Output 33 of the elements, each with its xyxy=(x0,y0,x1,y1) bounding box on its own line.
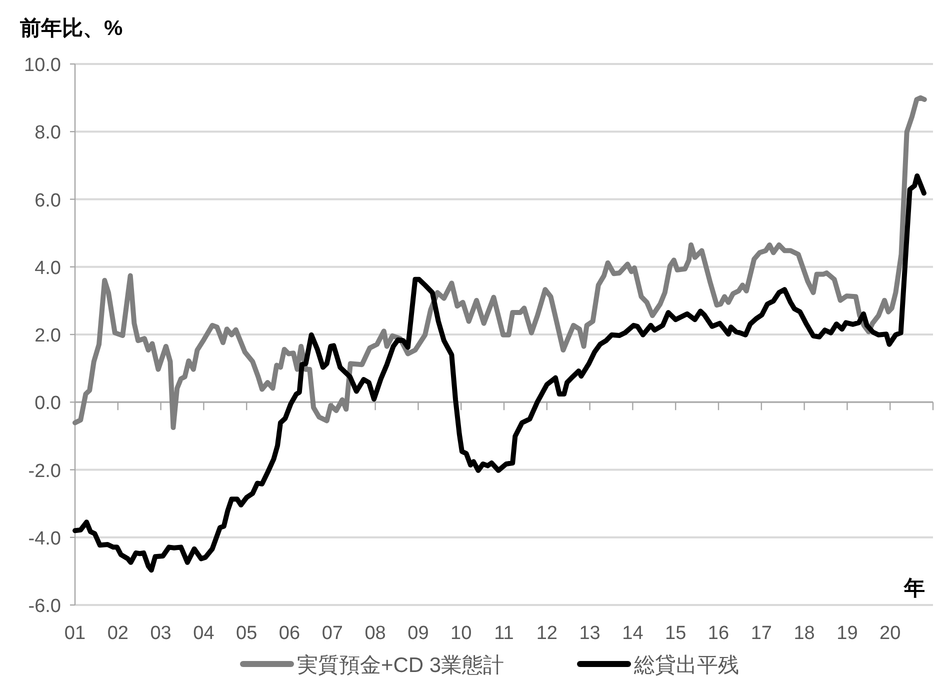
x-tick-label: 13 xyxy=(579,623,600,644)
x-tick-label: 14 xyxy=(622,623,644,644)
y-tick-label: 2.0 xyxy=(34,326,61,346)
x-tick-label: 01 xyxy=(64,623,86,644)
y-tick-label: -2.0 xyxy=(28,460,61,482)
x-tick-label: 05 xyxy=(236,623,258,644)
y-tick-label: -6.0 xyxy=(28,596,61,617)
x-tick-label: 11 xyxy=(494,623,514,644)
x-tick-label: 20 xyxy=(880,623,901,644)
x-axis-title: 年 xyxy=(903,577,925,600)
x-tick-label: 10 xyxy=(450,623,472,644)
y-tick-label: 6.0 xyxy=(34,190,61,212)
y-tick-label: -4.0 xyxy=(28,528,61,550)
x-tick-label: 06 xyxy=(278,623,300,644)
y-tick-label: 4.0 xyxy=(34,258,61,279)
x-tick-label: 19 xyxy=(836,623,858,644)
x-tick-label: 18 xyxy=(794,623,815,644)
x-tick-label: 03 xyxy=(150,623,172,644)
x-tick-label: 08 xyxy=(364,623,386,644)
y-axis-title: 前年比、% xyxy=(19,17,123,40)
x-tick-label: 09 xyxy=(408,623,429,644)
y-tick-label: 10.0 xyxy=(24,55,61,76)
x-tick-label: 15 xyxy=(665,623,686,644)
x-tick-label: 04 xyxy=(193,623,215,644)
x-tick-label: 17 xyxy=(750,623,772,644)
legend-label: 実質預金+CD 3業態計 xyxy=(297,654,504,677)
x-tick-label: 02 xyxy=(107,623,128,644)
y-tick-label: 0.0 xyxy=(34,393,61,414)
x-tick-label: 12 xyxy=(536,623,558,644)
x-tick-label: 16 xyxy=(708,623,730,644)
y-tick-label: 8.0 xyxy=(34,122,61,144)
legend-label: 総貸出平残 xyxy=(633,654,739,677)
x-tick-label: 07 xyxy=(322,623,343,644)
